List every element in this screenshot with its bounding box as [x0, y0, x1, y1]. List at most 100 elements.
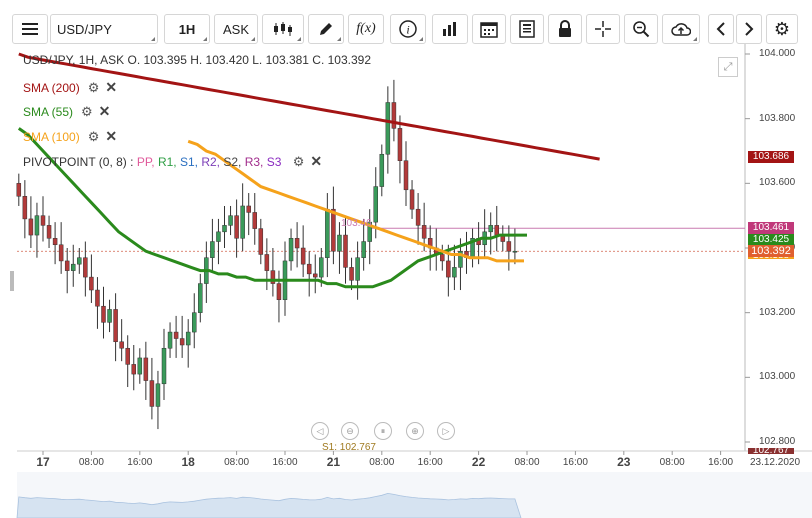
last-price-tag: 103.392	[748, 245, 794, 257]
price-chart[interactable]	[0, 44, 812, 518]
candlestick-icon	[274, 22, 292, 36]
info-icon: i	[399, 20, 417, 38]
news-button[interactable]	[510, 14, 544, 44]
close-icon[interactable]: ✕	[105, 79, 118, 95]
x-tick-label: 08:00	[369, 457, 395, 468]
zoom-out-button[interactable]: ⊖	[341, 422, 359, 440]
nav-back-button[interactable]: ◁	[311, 422, 329, 440]
svg-text:i: i	[406, 23, 409, 37]
candle	[379, 153, 385, 187]
scroll-left-button[interactable]	[708, 14, 734, 44]
candle	[107, 309, 112, 323]
x-tick-label: 08:00	[78, 457, 104, 468]
zoom-icon	[633, 21, 650, 38]
timeframe-label: 1H	[178, 21, 196, 37]
cloud-upload-button[interactable]	[662, 14, 700, 44]
x-tick-label: 23	[617, 455, 631, 469]
calendar-button[interactable]	[472, 14, 506, 44]
candle	[494, 225, 499, 236]
candle	[252, 212, 257, 229]
zoom-in-button[interactable]: ⊕	[406, 422, 424, 440]
sma200-price-tag: 103.686	[748, 151, 794, 163]
candle	[415, 208, 421, 226]
chart-type-button[interactable]	[262, 14, 304, 44]
lock-button[interactable]	[548, 14, 582, 44]
crosshair-icon	[595, 21, 611, 37]
candle	[385, 102, 391, 155]
bottom-price-tag: 102.767	[748, 448, 794, 454]
candle	[246, 205, 251, 213]
x-tick-label: 16:00	[417, 457, 443, 468]
lock-icon	[559, 20, 571, 37]
sma55-price-tag: 103.425	[748, 234, 794, 246]
pivot-item-label: S3	[266, 155, 285, 169]
y-tick-label: 103.000	[759, 371, 796, 383]
indicators-button[interactable]: f(x)	[348, 14, 384, 44]
navigator-area	[16, 492, 522, 518]
sma100-legend: SMA (100) ⚙ ✕	[23, 128, 117, 145]
ohlc-readout: USD/JPY, 1H, ASK O. 103.395 H. 103.420 L…	[23, 53, 372, 67]
candle	[288, 238, 294, 262]
sma55-legend: SMA (55) ⚙ ✕	[23, 103, 110, 120]
reset-icon: ⏸	[380, 426, 386, 436]
candle	[264, 254, 270, 271]
y-tick-label: 102.800	[759, 436, 796, 447]
price-side-selector[interactable]: ASK	[214, 14, 258, 44]
y-tick-label: 103.800	[759, 112, 796, 124]
candle	[270, 270, 276, 284]
candle	[125, 347, 130, 365]
candle	[46, 225, 52, 239]
close-icon[interactable]: ✕	[98, 103, 111, 119]
crosshair-button[interactable]	[586, 14, 620, 44]
menu-button[interactable]	[12, 14, 48, 44]
candle	[276, 283, 282, 300]
zoom-button[interactable]	[624, 14, 658, 44]
chevron-left-icon: ◁	[316, 426, 324, 436]
candle	[101, 305, 106, 323]
symbol-label: USD/JPY	[57, 21, 112, 37]
close-icon[interactable]: ✕	[105, 128, 118, 144]
candle	[421, 225, 427, 239]
candle	[403, 160, 409, 191]
expand-button[interactable]: ⤢	[718, 57, 738, 77]
gear-icon[interactable]: ⚙	[81, 104, 93, 119]
gear-icon[interactable]: ⚙	[87, 80, 100, 95]
candle	[40, 215, 46, 226]
settings-button[interactable]: ⚙	[766, 14, 798, 44]
scroll-right-button[interactable]	[736, 14, 762, 44]
x-tick-label: 16:00	[708, 457, 734, 468]
candle	[228, 215, 233, 226]
document-icon	[519, 20, 535, 38]
candle	[391, 102, 397, 129]
gear-icon[interactable]: ⚙	[292, 154, 305, 169]
dropdown-corner-icon	[151, 37, 155, 41]
candle	[440, 254, 445, 262]
candle	[234, 215, 239, 239]
candle	[367, 221, 372, 242]
s1-annotation: S1: 102.767	[322, 442, 376, 453]
sma100-label: SMA (100)	[23, 130, 80, 144]
candle	[137, 357, 143, 375]
candle	[143, 357, 149, 381]
info-button[interactable]: i	[390, 14, 426, 44]
calendar-icon	[480, 22, 498, 38]
timeframe-selector[interactable]: 1H	[164, 14, 210, 44]
pp-annotation: 103.46	[341, 218, 372, 229]
symbol-selector[interactable]: USD/JPY	[50, 14, 158, 44]
volume-button[interactable]	[432, 14, 468, 44]
candle	[216, 231, 221, 242]
close-icon[interactable]: ✕	[310, 153, 323, 169]
candle	[89, 276, 94, 291]
candle	[77, 257, 82, 265]
candle	[64, 260, 70, 271]
candle	[306, 263, 312, 275]
chart-area[interactable]: USD/JPY, 1H, ASK O. 103.395 H. 103.420 L…	[0, 44, 812, 518]
candle	[155, 383, 161, 407]
gear-icon[interactable]: ⚙	[87, 129, 100, 144]
candle	[52, 238, 58, 246]
x-tick-label: 21	[326, 455, 341, 469]
toolbar: USD/JPY 1H ASK f(x) i ⚙	[0, 0, 812, 44]
reset-view-button[interactable]: ⏸	[374, 422, 392, 440]
nav-forward-button[interactable]: ▷	[437, 422, 455, 440]
drawing-tools-button[interactable]	[308, 14, 344, 44]
